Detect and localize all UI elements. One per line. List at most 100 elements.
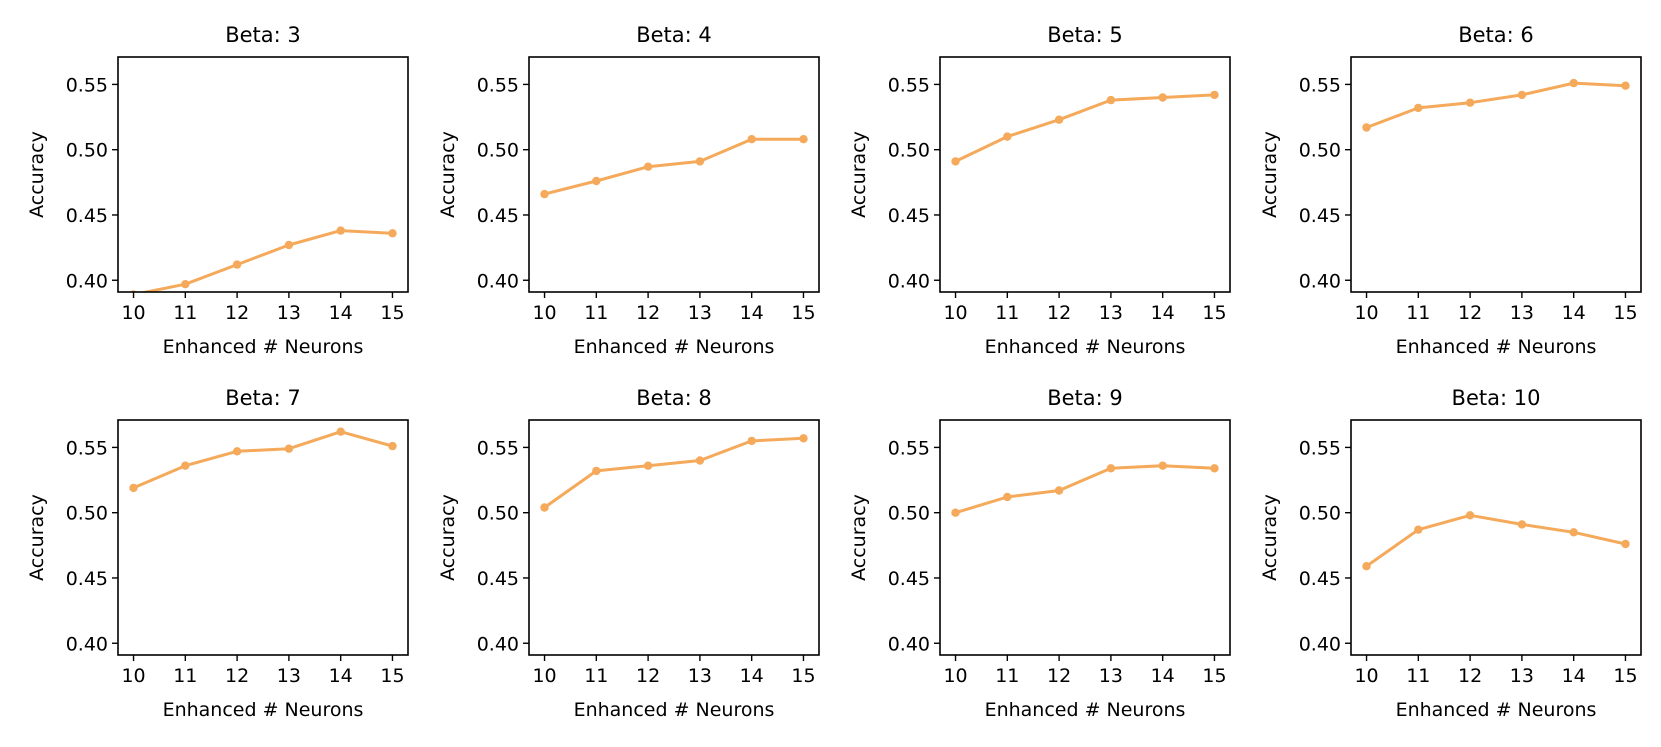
y-tick-label: 0.50 bbox=[66, 503, 108, 525]
data-point bbox=[1362, 123, 1371, 132]
y-tick-label: 0.45 bbox=[888, 568, 930, 590]
data-point bbox=[592, 466, 601, 476]
x-axis-label: Enhanced # Neurons bbox=[1396, 699, 1597, 721]
plot-frame bbox=[1350, 419, 1642, 656]
data-point bbox=[592, 176, 601, 186]
y-tick-label: 0.45 bbox=[66, 205, 108, 227]
x-tick-label: 14 bbox=[1151, 302, 1175, 324]
data-point bbox=[1517, 520, 1527, 529]
series-line bbox=[954, 464, 1216, 515]
subplot-1: Beta: 3 0.40 0.45 0.50 0.55 10 11 12 13 14 15 Enhan… bbox=[26, 23, 409, 358]
data-point bbox=[799, 135, 808, 144]
data-point bbox=[1621, 539, 1630, 549]
data-point bbox=[643, 461, 653, 470]
data-point bbox=[1465, 511, 1475, 520]
x-tick-label: 13 bbox=[1510, 302, 1534, 324]
x-tick-label: 14 bbox=[1562, 302, 1586, 324]
data-point bbox=[951, 157, 960, 166]
y-tick-label: 0.55 bbox=[1299, 74, 1341, 96]
y-tick-label: 0.40 bbox=[888, 270, 930, 292]
y-tick-label: 0.45 bbox=[477, 205, 519, 227]
y-axis-label: Accuracy bbox=[848, 131, 870, 218]
data-point bbox=[1210, 90, 1219, 100]
x-tick-label: 14 bbox=[1151, 665, 1175, 687]
data-point bbox=[1054, 115, 1064, 124]
data-point bbox=[336, 226, 345, 235]
x-tick-label: 13 bbox=[277, 665, 301, 687]
data-point bbox=[1569, 78, 1578, 88]
x-axis-label: Enhanced # Neurons bbox=[574, 699, 775, 721]
x-tick-label: 15 bbox=[1202, 665, 1226, 687]
y-axis-label: Accuracy bbox=[1259, 494, 1281, 581]
data-point bbox=[1106, 464, 1116, 473]
x-tick-label: 11 bbox=[173, 302, 197, 324]
y-tick-label: 0.45 bbox=[66, 568, 108, 590]
x-tick-label: 11 bbox=[995, 665, 1019, 687]
subplot-4: Beta: 6 0.40 0.45 0.50 0.55 10 11 12 13 14 15 Enhan… bbox=[1259, 23, 1642, 358]
series-accuracy bbox=[540, 434, 808, 512]
y-tick-label: 0.45 bbox=[888, 205, 930, 227]
x-tick-label: 10 bbox=[943, 302, 967, 324]
subplot-3: Beta: 5 0.40 0.45 0.50 0.55 10 11 12 13 14 15 Enhan… bbox=[848, 23, 1231, 358]
x-tick-label: 10 bbox=[943, 665, 967, 687]
series-line bbox=[132, 430, 394, 490]
x-tick-label: 13 bbox=[688, 302, 712, 324]
data-point bbox=[181, 461, 190, 470]
data-point bbox=[540, 189, 549, 199]
series-line bbox=[954, 93, 1216, 163]
data-point bbox=[1106, 95, 1116, 105]
plot-frame bbox=[117, 419, 409, 656]
plot-frame bbox=[528, 56, 820, 293]
subplot-title: Beta: 5 bbox=[1047, 23, 1123, 47]
data-point bbox=[129, 483, 138, 493]
y-tick-label: 0.50 bbox=[477, 503, 519, 525]
data-point bbox=[1517, 90, 1527, 100]
x-tick-label: 14 bbox=[740, 302, 764, 324]
y-axis-label: Accuracy bbox=[26, 494, 48, 581]
data-point bbox=[1414, 103, 1423, 113]
subplot-title: Beta: 8 bbox=[636, 386, 712, 410]
y-tick-label: 0.40 bbox=[477, 633, 519, 655]
x-tick-label: 12 bbox=[636, 302, 660, 324]
data-point bbox=[1414, 525, 1423, 534]
x-axis-label: Enhanced # Neurons bbox=[985, 336, 1186, 358]
subplot-5: Beta: 7 0.40 0.45 0.50 0.55 10 11 12 13 14 15 Enhan… bbox=[26, 386, 409, 721]
y-tick-label: 0.55 bbox=[1299, 437, 1341, 459]
x-tick-label: 11 bbox=[1406, 665, 1430, 687]
plot-frame bbox=[939, 419, 1231, 656]
x-tick-label: 12 bbox=[1458, 302, 1482, 324]
series-line bbox=[543, 137, 805, 196]
x-tick-label: 12 bbox=[1458, 665, 1482, 687]
series-accuracy bbox=[540, 135, 808, 199]
x-tick-label: 12 bbox=[225, 665, 249, 687]
y-tick-label: 0.50 bbox=[477, 140, 519, 162]
x-tick-label: 10 bbox=[532, 665, 556, 687]
data-point bbox=[1621, 81, 1630, 90]
y-axis-label: Accuracy bbox=[26, 131, 48, 218]
data-point bbox=[232, 260, 242, 269]
subplot-2: Beta: 4 0.40 0.45 0.50 0.55 10 11 12 13 14 15 Enhan… bbox=[437, 23, 820, 358]
x-tick-label: 14 bbox=[329, 302, 353, 324]
data-point bbox=[1465, 98, 1475, 107]
data-point bbox=[540, 503, 549, 512]
x-tick-label: 13 bbox=[1099, 665, 1123, 687]
data-point bbox=[695, 456, 705, 465]
subplot-title: Beta: 4 bbox=[636, 23, 712, 47]
series-line bbox=[543, 436, 805, 509]
x-tick-label: 11 bbox=[995, 302, 1019, 324]
y-tick-label: 0.50 bbox=[888, 140, 930, 162]
series-accuracy bbox=[1362, 78, 1630, 132]
series-line bbox=[1365, 513, 1627, 568]
y-tick-label: 0.55 bbox=[66, 437, 108, 459]
series-accuracy bbox=[130, 226, 397, 292]
subplot-7: Beta: 9 0.40 0.45 0.50 0.55 10 11 12 13 14 15 Enhan… bbox=[848, 386, 1231, 721]
series-accuracy bbox=[129, 427, 397, 493]
x-tick-label: 15 bbox=[380, 665, 404, 687]
y-tick-label: 0.55 bbox=[477, 74, 519, 96]
data-point bbox=[1003, 132, 1012, 141]
data-point bbox=[284, 444, 294, 453]
data-point bbox=[336, 427, 345, 436]
data-point bbox=[1569, 528, 1578, 537]
y-tick-label: 0.45 bbox=[1299, 205, 1341, 227]
